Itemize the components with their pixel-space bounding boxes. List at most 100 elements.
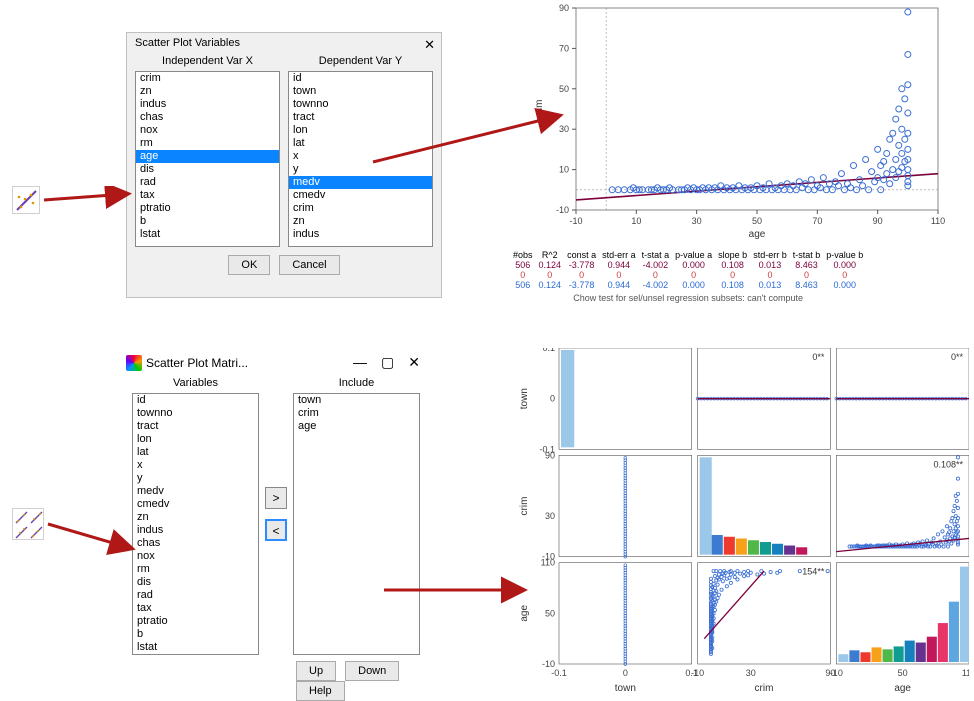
list-item[interactable]: medv <box>133 485 258 498</box>
list-item[interactable]: townno <box>133 407 258 420</box>
list-item[interactable]: town <box>289 85 432 98</box>
list-item[interactable]: x <box>289 150 432 163</box>
listbox-x[interactable]: crimzninduschasnoxrmagedisradtaxptratiob… <box>135 71 280 247</box>
list-item[interactable]: cmedv <box>289 189 432 202</box>
stats-cell: 0.000 <box>823 260 866 270</box>
stats-cell: 0.108 <box>715 280 750 290</box>
list-item[interactable]: town <box>294 394 419 407</box>
col-header-y: Dependent Var Y <box>288 53 433 71</box>
list-item[interactable]: b <box>133 628 258 641</box>
list-item[interactable]: chas <box>133 537 258 550</box>
list-item[interactable]: x <box>133 459 258 472</box>
down-button[interactable]: Down <box>345 661 399 681</box>
scatter-matrix-tool-icon[interactable] <box>12 508 44 540</box>
list-item[interactable]: tax <box>133 602 258 615</box>
svg-text:70: 70 <box>559 43 569 53</box>
scatter-tool-icon[interactable] <box>12 186 40 214</box>
list-item[interactable]: crim <box>136 72 279 85</box>
list-item[interactable]: rm <box>136 137 279 150</box>
stats-cell: -3.778 <box>564 260 599 270</box>
close-icon[interactable]: ✕ <box>408 354 420 371</box>
scatter-matrix: -0.100.1town0**0**-103090crim0.108**-105… <box>515 348 969 694</box>
stats-header: slope b <box>715 250 750 260</box>
list-item[interactable]: crim <box>294 407 419 420</box>
svg-text:0: 0 <box>623 668 628 678</box>
list-item[interactable]: zn <box>136 85 279 98</box>
list-item[interactable]: lat <box>133 446 258 459</box>
stats-cell: 506 <box>510 260 536 270</box>
list-item[interactable]: age <box>294 420 419 433</box>
svg-text:50: 50 <box>545 608 555 618</box>
list-item[interactable]: rm <box>133 563 258 576</box>
svg-text:age: age <box>519 605 530 622</box>
list-item[interactable]: tract <box>133 420 258 433</box>
list-item[interactable]: rad <box>136 176 279 189</box>
cancel-button[interactable]: Cancel <box>279 255 339 275</box>
list-item[interactable]: crim <box>289 202 432 215</box>
list-item[interactable]: lon <box>289 124 432 137</box>
col-header-incl: Include <box>293 377 420 393</box>
maximize-icon[interactable]: ▢ <box>381 354 394 371</box>
svg-text:crim: crim <box>534 100 545 119</box>
list-item[interactable]: indus <box>289 228 432 241</box>
list-item[interactable]: tax <box>136 189 279 202</box>
move-left-button[interactable]: < <box>265 519 287 541</box>
svg-text:0**: 0** <box>812 352 825 362</box>
list-item[interactable]: lstat <box>136 228 279 241</box>
list-item[interactable]: nox <box>136 124 279 137</box>
stats-cell: 0 <box>715 270 750 280</box>
list-item[interactable]: dis <box>136 163 279 176</box>
svg-text:0.108**: 0.108** <box>933 459 963 469</box>
svg-text:50: 50 <box>752 216 762 226</box>
stats-cell: 0.944 <box>599 260 639 270</box>
up-button[interactable]: Up <box>296 661 336 681</box>
listbox-vars[interactable]: idtownnotractlonlatxymedvcmedvzninduscha… <box>132 393 259 655</box>
list-item[interactable]: cmedv <box>133 498 258 511</box>
list-item[interactable]: dis <box>133 576 258 589</box>
stats-cell: 0.124 <box>536 280 565 290</box>
list-item[interactable]: ptratio <box>136 202 279 215</box>
stats-cell: 506 <box>510 280 536 290</box>
list-item[interactable]: id <box>133 394 258 407</box>
col-header-vars: Variables <box>132 377 259 393</box>
list-item[interactable]: rad <box>133 589 258 602</box>
list-item[interactable]: indus <box>136 98 279 111</box>
stats-cell: 0.944 <box>599 280 639 290</box>
listbox-y[interactable]: idtowntownnotractlonlatxymedvcmedvcrimzn… <box>288 71 433 247</box>
list-item[interactable]: lat <box>289 137 432 150</box>
scatter-matrix-dialog: Scatter Plot Matri... — ▢ ✕ Variables id… <box>126 352 426 688</box>
stats-cell: 0.013 <box>750 260 790 270</box>
svg-text:90: 90 <box>545 450 555 460</box>
list-item[interactable]: id <box>289 72 432 85</box>
list-item[interactable]: lon <box>133 433 258 446</box>
list-item[interactable]: b <box>136 215 279 228</box>
col-header-x: Independent Var X <box>135 53 280 71</box>
list-item[interactable]: nox <box>133 550 258 563</box>
list-item[interactable]: medv <box>289 176 432 189</box>
list-item[interactable]: chas <box>136 111 279 124</box>
minimize-icon[interactable]: — <box>353 354 367 371</box>
ok-button[interactable]: OK <box>228 255 270 275</box>
svg-text:-10: -10 <box>556 205 569 215</box>
list-item[interactable]: y <box>289 163 432 176</box>
svg-text:30: 30 <box>559 124 569 134</box>
svg-text:crim: crim <box>519 497 530 516</box>
list-item[interactable]: zn <box>289 215 432 228</box>
list-item[interactable]: y <box>133 472 258 485</box>
arrow-icon <box>40 186 134 216</box>
list-item[interactable]: townno <box>289 98 432 111</box>
list-item[interactable]: indus <box>133 524 258 537</box>
list-item[interactable]: tract <box>289 111 432 124</box>
list-item[interactable]: zn <box>133 511 258 524</box>
stats-cell: 0.124 <box>536 260 565 270</box>
help-button[interactable]: Help <box>296 681 345 701</box>
list-item[interactable]: age <box>136 150 279 163</box>
listbox-include[interactable]: towncrimage <box>293 393 420 655</box>
close-icon[interactable]: ✕ <box>424 37 435 53</box>
svg-text:0.1: 0.1 <box>542 348 555 353</box>
stats-header: p-value a <box>672 250 715 260</box>
list-item[interactable]: lstat <box>133 641 258 654</box>
move-right-button[interactable]: > <box>265 487 287 509</box>
svg-text:-10: -10 <box>830 668 843 678</box>
list-item[interactable]: ptratio <box>133 615 258 628</box>
